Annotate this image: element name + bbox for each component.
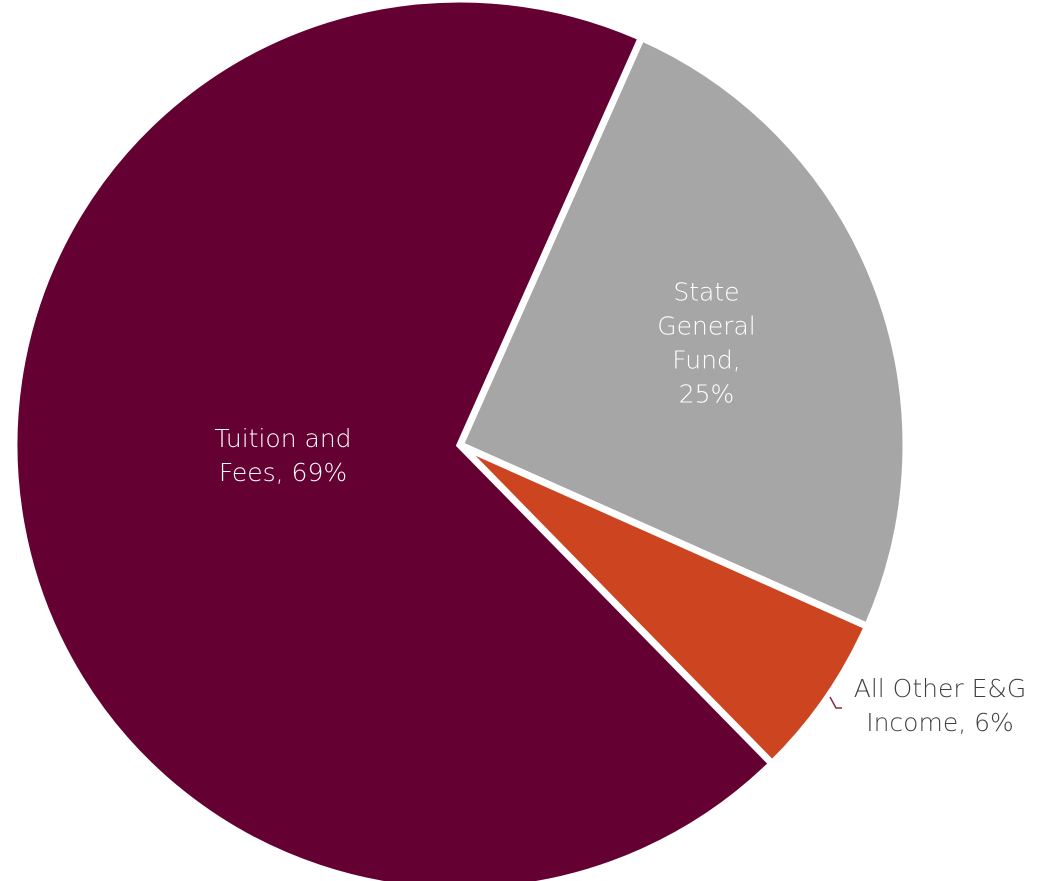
pie-data-labels: State General Fund, 25% All Other E&G Income,… [214, 277, 1026, 737]
data-label-state-general-fund: State General Fund, 25% [657, 277, 756, 408]
data-label-line: All Other E&G [854, 674, 1027, 703]
pie-slice-tuition-and-fees [10, 0, 778, 881]
leader-line-all-other-eandg-income [829, 696, 842, 709]
pie-slices [10, 0, 910, 881]
data-label-tuition-and-fees: Tuition and Fees, 69% [214, 424, 351, 487]
data-label-line: 25% [679, 379, 735, 408]
data-label-line: Income, 6% [866, 708, 1014, 737]
data-label-line: Fees, 69% [219, 458, 347, 487]
data-label-all-other-eandg-income: All Other E&G Income, 6% [854, 674, 1027, 737]
data-label-line: General [657, 311, 756, 340]
pie-slice-state-general-fund [455, 32, 910, 632]
data-label-line: State [673, 277, 739, 306]
data-label-line: Tuition and [214, 424, 351, 453]
data-label-line: Fund, [672, 345, 741, 374]
pie-slice-all-other-eandg-income [457, 441, 873, 769]
